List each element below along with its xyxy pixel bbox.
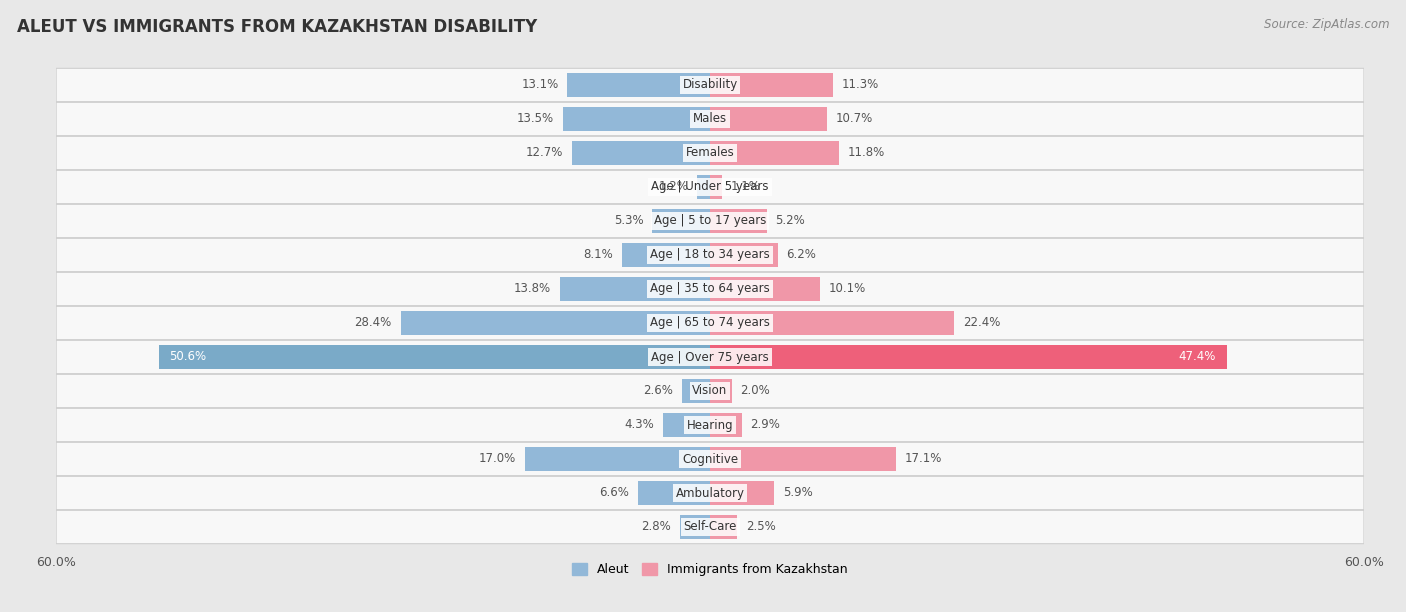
FancyBboxPatch shape bbox=[56, 69, 1364, 102]
Text: 13.8%: 13.8% bbox=[513, 283, 551, 296]
Bar bbox=[710, 106, 827, 131]
FancyBboxPatch shape bbox=[56, 476, 1364, 510]
Bar bbox=[710, 515, 737, 539]
Bar bbox=[710, 379, 731, 403]
Text: 28.4%: 28.4% bbox=[354, 316, 392, 329]
Text: 50.6%: 50.6% bbox=[170, 351, 207, 364]
Bar bbox=[710, 141, 838, 165]
Text: 10.7%: 10.7% bbox=[835, 113, 873, 125]
Bar bbox=[710, 73, 834, 97]
Bar bbox=[679, 515, 710, 539]
Bar bbox=[682, 379, 710, 403]
Bar bbox=[710, 447, 897, 471]
Text: Age | 5 to 17 years: Age | 5 to 17 years bbox=[654, 214, 766, 228]
Text: 8.1%: 8.1% bbox=[583, 248, 613, 261]
Text: 2.0%: 2.0% bbox=[741, 384, 770, 398]
FancyBboxPatch shape bbox=[56, 136, 1364, 170]
FancyBboxPatch shape bbox=[56, 408, 1364, 442]
Text: Cognitive: Cognitive bbox=[682, 452, 738, 466]
Text: 47.4%: 47.4% bbox=[1178, 351, 1216, 364]
Bar bbox=[621, 243, 710, 267]
Bar bbox=[710, 412, 741, 437]
Text: 1.2%: 1.2% bbox=[658, 181, 689, 193]
Text: Vision: Vision bbox=[692, 384, 728, 398]
Bar bbox=[710, 277, 820, 301]
Text: Source: ZipAtlas.com: Source: ZipAtlas.com bbox=[1264, 18, 1389, 31]
Text: 2.5%: 2.5% bbox=[747, 520, 776, 534]
Bar bbox=[572, 141, 710, 165]
Bar bbox=[664, 412, 710, 437]
Bar bbox=[560, 277, 710, 301]
FancyBboxPatch shape bbox=[56, 238, 1364, 272]
Text: 11.8%: 11.8% bbox=[848, 146, 884, 160]
Bar bbox=[562, 106, 710, 131]
Text: 11.3%: 11.3% bbox=[842, 78, 879, 92]
Text: 17.1%: 17.1% bbox=[905, 452, 942, 466]
Text: 2.8%: 2.8% bbox=[641, 520, 671, 534]
Bar bbox=[524, 447, 710, 471]
Text: ALEUT VS IMMIGRANTS FROM KAZAKHSTAN DISABILITY: ALEUT VS IMMIGRANTS FROM KAZAKHSTAN DISA… bbox=[17, 18, 537, 36]
Text: 6.6%: 6.6% bbox=[599, 487, 630, 499]
FancyBboxPatch shape bbox=[56, 442, 1364, 476]
Legend: Aleut, Immigrants from Kazakhstan: Aleut, Immigrants from Kazakhstan bbox=[567, 558, 853, 581]
Bar bbox=[159, 345, 710, 369]
Text: 13.5%: 13.5% bbox=[517, 113, 554, 125]
Text: 13.1%: 13.1% bbox=[522, 78, 558, 92]
FancyBboxPatch shape bbox=[56, 170, 1364, 204]
Text: 10.1%: 10.1% bbox=[828, 283, 866, 296]
Text: 5.9%: 5.9% bbox=[783, 487, 813, 499]
Text: 5.3%: 5.3% bbox=[614, 214, 644, 228]
Text: 22.4%: 22.4% bbox=[963, 316, 1000, 329]
FancyBboxPatch shape bbox=[56, 510, 1364, 543]
Text: Age | Under 5 years: Age | Under 5 years bbox=[651, 181, 769, 193]
Text: Hearing: Hearing bbox=[686, 419, 734, 431]
Bar bbox=[697, 175, 710, 200]
Text: 12.7%: 12.7% bbox=[526, 146, 562, 160]
Text: Ambulatory: Ambulatory bbox=[675, 487, 745, 499]
Bar bbox=[710, 243, 778, 267]
Text: Age | 35 to 64 years: Age | 35 to 64 years bbox=[650, 283, 770, 296]
Text: 1.1%: 1.1% bbox=[731, 181, 761, 193]
Bar bbox=[710, 209, 766, 233]
Text: 5.2%: 5.2% bbox=[776, 214, 806, 228]
Text: 4.3%: 4.3% bbox=[624, 419, 654, 431]
Bar bbox=[638, 481, 710, 506]
Text: Females: Females bbox=[686, 146, 734, 160]
Text: Age | 65 to 74 years: Age | 65 to 74 years bbox=[650, 316, 770, 329]
Text: 6.2%: 6.2% bbox=[786, 248, 815, 261]
FancyBboxPatch shape bbox=[56, 375, 1364, 408]
Text: Disability: Disability bbox=[682, 78, 738, 92]
FancyBboxPatch shape bbox=[56, 307, 1364, 340]
Text: 17.0%: 17.0% bbox=[479, 452, 516, 466]
Bar bbox=[567, 73, 710, 97]
Bar bbox=[710, 311, 955, 335]
Text: Age | 18 to 34 years: Age | 18 to 34 years bbox=[650, 248, 770, 261]
Bar bbox=[652, 209, 710, 233]
FancyBboxPatch shape bbox=[56, 340, 1364, 374]
Bar bbox=[710, 481, 775, 506]
FancyBboxPatch shape bbox=[56, 102, 1364, 136]
Text: 2.6%: 2.6% bbox=[643, 384, 673, 398]
Bar bbox=[710, 345, 1226, 369]
FancyBboxPatch shape bbox=[56, 272, 1364, 305]
Text: Self-Care: Self-Care bbox=[683, 520, 737, 534]
Bar bbox=[710, 175, 723, 200]
Text: Males: Males bbox=[693, 113, 727, 125]
Text: Age | Over 75 years: Age | Over 75 years bbox=[651, 351, 769, 364]
Bar bbox=[401, 311, 710, 335]
FancyBboxPatch shape bbox=[56, 204, 1364, 237]
Text: 2.9%: 2.9% bbox=[751, 419, 780, 431]
